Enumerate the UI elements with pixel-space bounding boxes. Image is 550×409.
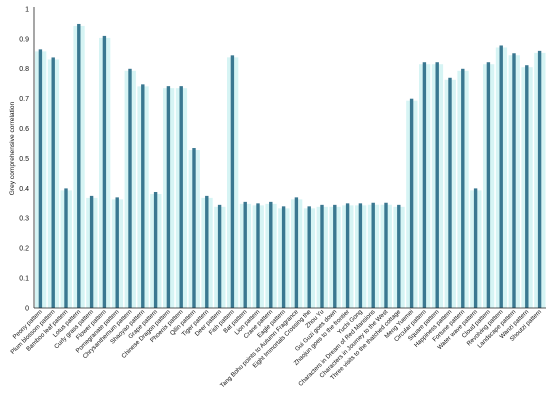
bar: [473, 188, 478, 308]
bar: [333, 204, 337, 308]
bar: [512, 53, 516, 308]
y-tick-label: 1: [25, 6, 29, 13]
bar: [448, 77, 452, 309]
bar: [281, 206, 286, 308]
bar: [435, 62, 439, 308]
bar: [320, 204, 324, 308]
y-tick-label: 0.4: [19, 186, 29, 193]
y-tick-label: 0.5: [19, 156, 29, 163]
bar: [358, 203, 363, 308]
y-tick-labels: 0 0.1 0.2 0.3 0.4 0.5 0.6 0.7 0.8 0.9 1: [19, 6, 29, 312]
y-tick-label: 0.2: [19, 246, 29, 253]
bar: [256, 203, 260, 308]
bar: [409, 98, 414, 308]
bar: [51, 57, 55, 308]
bar: [384, 202, 388, 308]
axis-layer: [33, 7, 546, 309]
bar: [205, 195, 209, 309]
bar: [294, 197, 299, 308]
y-tick-label: 0.9: [19, 36, 29, 43]
bar-layer: [38, 23, 542, 309]
bar: [345, 203, 350, 308]
bar: [486, 62, 491, 308]
bar: [461, 68, 465, 308]
bar: [243, 201, 247, 308]
y-tick-label: 0.7: [19, 96, 29, 103]
bar: [230, 55, 235, 309]
bar: [217, 204, 222, 308]
bar: [166, 86, 171, 308]
y-tick-label: 0.1: [19, 276, 29, 283]
y-axis-label: Grey comprehensive correlation: [9, 101, 16, 195]
bar: [499, 45, 503, 308]
bar: [371, 202, 375, 308]
bar: [153, 191, 158, 308]
bar: [115, 197, 119, 308]
bar: [128, 68, 132, 308]
bar: [89, 195, 94, 309]
bar: [422, 62, 427, 308]
bar-glow-layer: [35, 25, 546, 309]
y-tick-label: 0: [25, 305, 29, 312]
bar: [141, 84, 145, 308]
bar: [64, 188, 68, 308]
bar: [307, 206, 311, 308]
bar: [102, 35, 107, 308]
bar: [77, 23, 81, 308]
y-tick-label: 0.3: [19, 216, 29, 223]
bar: [269, 201, 273, 308]
y-tick-label: 0.8: [19, 66, 29, 73]
bar: [179, 86, 183, 308]
bar: [525, 65, 529, 309]
bar: [38, 49, 43, 309]
bar: [537, 50, 542, 309]
bar: [192, 148, 196, 308]
y-tick-label: 0.6: [19, 126, 29, 133]
bar: [397, 204, 401, 308]
